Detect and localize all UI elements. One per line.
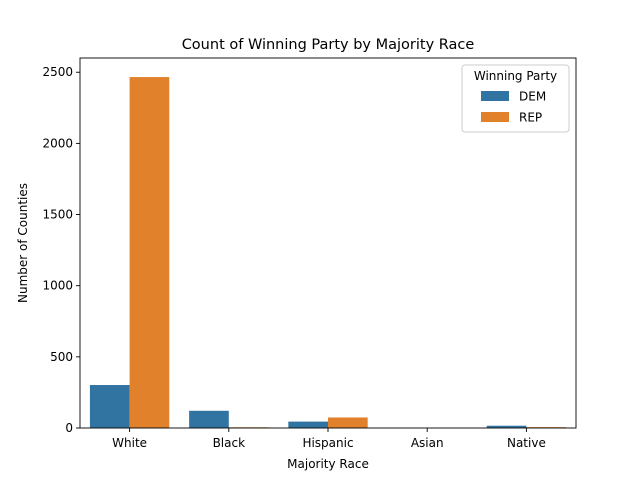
x-tick-label: Native xyxy=(507,436,546,450)
y-axis-label: Number of Counties xyxy=(16,183,30,303)
plot-frame xyxy=(79,57,577,429)
legend-label-rep: REP xyxy=(519,111,542,125)
legend-items: DEM REP xyxy=(481,90,546,125)
legend-swatch-dem xyxy=(481,91,509,101)
bars-layer xyxy=(89,77,567,428)
bar-rep-hispanic xyxy=(328,417,368,428)
y-tick-label: 2000 xyxy=(42,136,73,150)
x-axis-label: Majority Race xyxy=(287,457,369,471)
legend: Winning Party DEM REP xyxy=(461,64,570,133)
x-tick-label: White xyxy=(112,436,147,450)
y-axis-ticks: 0 500 1000 1500 2000 2500 xyxy=(42,65,80,435)
y-tick-label: 0 xyxy=(65,421,73,435)
legend-swatch-rep xyxy=(481,112,509,122)
legend-title: Winning Party xyxy=(474,69,557,83)
y-tick-label: 1000 xyxy=(42,279,73,293)
legend-label-dem: DEM xyxy=(519,90,546,104)
x-axis-ticks: White Black Hispanic Asian Native xyxy=(112,428,546,450)
bar-dem-white xyxy=(89,385,130,428)
bar-dem-native xyxy=(486,425,527,428)
chart-title: Count of Winning Party by Majority Race xyxy=(182,37,475,53)
bar-rep-white xyxy=(129,77,170,428)
x-tick-label: Asian xyxy=(411,436,444,450)
x-tick-label: Black xyxy=(213,436,246,450)
y-tick-label: 1500 xyxy=(42,208,73,222)
x-tick-label: Hispanic xyxy=(302,436,353,450)
bar-dem-hispanic xyxy=(288,421,328,428)
bar-dem-black xyxy=(189,410,229,428)
y-tick-label: 500 xyxy=(50,350,73,364)
y-tick-label: 2500 xyxy=(42,65,73,79)
